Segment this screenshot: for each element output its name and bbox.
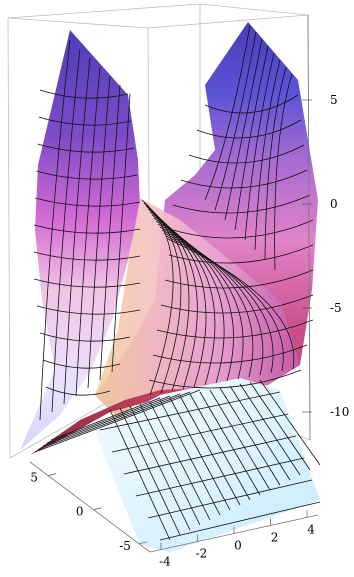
mesh-line	[165, 235, 284, 372]
mesh-line	[50, 397, 161, 441]
mesh-line	[129, 405, 191, 531]
mesh-line	[254, 59, 281, 251]
mesh-line	[214, 31, 257, 211]
mesh-line	[42, 393, 181, 447]
z-axis: 5 0 -5 -10	[302, 14, 349, 441]
mesh-line	[159, 226, 254, 378]
mesh-line	[148, 369, 302, 389]
mesh-line	[163, 232, 274, 374]
mesh-line	[274, 73, 293, 271]
z-tick-label: -10	[330, 405, 349, 419]
mesh-line	[35, 197, 141, 207]
mesh-line	[109, 409, 171, 541]
mesh-line	[229, 385, 291, 481]
mesh-line	[179, 395, 241, 506]
x-tick-label: 2	[271, 530, 279, 544]
x-axis: -4 -2 0 2 4	[149, 510, 319, 569]
mesh-line	[45, 386, 111, 396]
mesh-line	[244, 52, 275, 241]
x-tick-label: -2	[196, 547, 208, 561]
mesh-line	[33, 278, 141, 288]
mesh-line	[159, 399, 221, 516]
x-tick-label: 0	[234, 539, 242, 553]
mesh-line	[42, 359, 121, 369]
mesh-line	[188, 144, 305, 164]
mesh-line	[172, 194, 311, 214]
mesh-line	[168, 244, 314, 264]
mesh-line	[33, 224, 141, 234]
mesh-line	[36, 305, 141, 315]
x-tick-label: 4	[307, 522, 315, 536]
mesh-line	[204, 24, 251, 201]
mesh-line	[51, 48, 81, 413]
mesh-line	[111, 413, 289, 453]
z-tick-label: 0	[330, 197, 338, 211]
mesh-line	[172, 219, 314, 239]
mesh-line	[196, 119, 302, 139]
mesh-line	[63, 57, 91, 405]
surface-left-wing	[20, 30, 140, 450]
mesh-line	[123, 435, 297, 475]
z-tick-label: 5	[330, 93, 338, 107]
mesh-line	[264, 66, 287, 261]
mesh-line	[33, 251, 141, 261]
mesh-line	[34, 389, 201, 453]
mesh-line	[224, 38, 263, 221]
y-axis: 5 0 -5	[29, 461, 151, 553]
mesh-line	[147, 479, 313, 519]
mesh-line	[159, 501, 321, 541]
mesh-line	[38, 391, 191, 450]
mesh-line	[209, 389, 271, 491]
mesh-line	[156, 319, 314, 339]
mesh-line	[204, 94, 299, 114]
mesh-line	[36, 170, 138, 180]
mesh-line	[149, 401, 211, 521]
mesh-line	[249, 381, 311, 471]
mesh-line	[219, 387, 281, 486]
mesh-line	[180, 169, 308, 189]
mesh-line	[99, 84, 121, 381]
mesh-line	[75, 66, 101, 397]
mesh-line	[155, 220, 234, 382]
mesh-line	[199, 391, 261, 496]
mesh-line	[157, 223, 244, 380]
surface-bottom-sheet	[95, 378, 320, 552]
mesh-line	[87, 75, 111, 389]
mesh-line	[135, 457, 305, 497]
mesh-line	[160, 294, 314, 314]
y-tick-label: 0	[76, 505, 84, 519]
mesh-line	[189, 393, 251, 501]
y-tick-label: -5	[119, 539, 131, 553]
mesh-line	[37, 143, 135, 153]
mesh-line	[234, 45, 269, 231]
mesh-line	[39, 332, 131, 342]
mesh-line	[239, 383, 301, 476]
x-tick-label: -4	[159, 555, 171, 569]
mesh-line	[38, 116, 132, 126]
z-tick-label: -5	[330, 301, 342, 315]
mesh-line	[169, 397, 231, 511]
mesh-line	[161, 229, 264, 376]
mesh-line	[139, 403, 201, 526]
y-tick-label: 5	[30, 471, 38, 485]
mesh-line	[167, 238, 295, 370]
mesh-line	[119, 407, 181, 536]
mesh-line	[99, 391, 281, 431]
surface-mesh	[33, 24, 321, 541]
mesh-line	[111, 93, 131, 373]
mesh-line	[39, 39, 71, 421]
mesh-line	[152, 344, 308, 364]
mesh-line	[46, 395, 171, 444]
mesh-line	[153, 217, 225, 384]
